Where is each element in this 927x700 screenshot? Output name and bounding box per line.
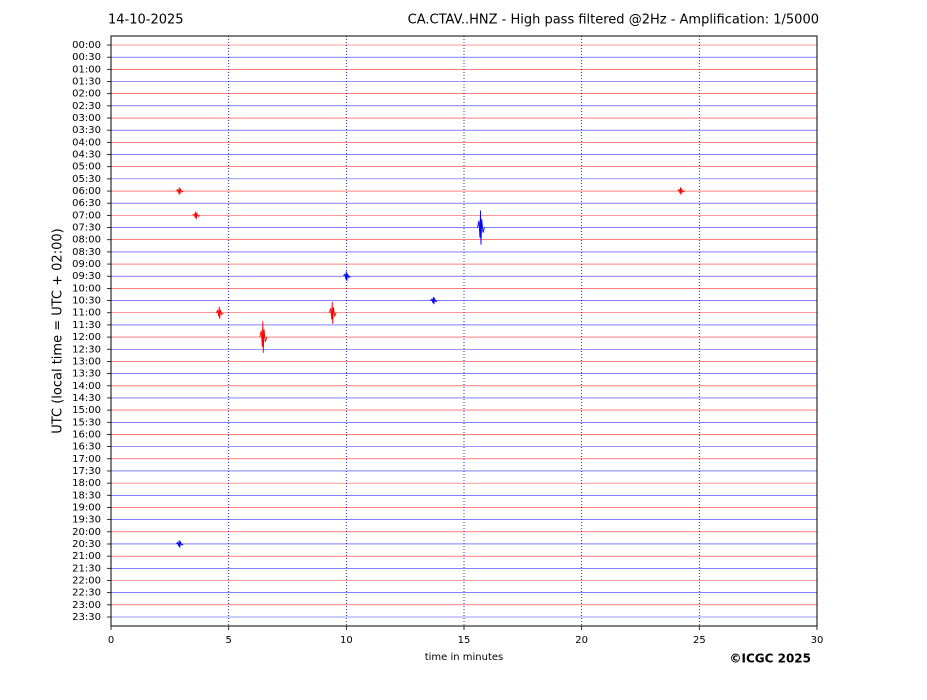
y-tick-label: 23:30: [72, 612, 101, 623]
y-tick-label: 06:30: [72, 198, 101, 209]
x-tick-label: 30: [811, 635, 824, 646]
y-tick-label: 01:30: [72, 77, 101, 88]
x-tick-label: 25: [693, 635, 706, 646]
seismic-event: [215, 306, 224, 319]
y-tick-label: 22:00: [72, 575, 101, 586]
y-tick-label: 14:30: [72, 393, 101, 404]
y-tick-label: 09:00: [72, 259, 101, 270]
x-tick-label: 15: [458, 635, 471, 646]
y-tick-label: 09:30: [72, 271, 101, 282]
y-tick-label: 19:00: [72, 502, 101, 513]
y-tick-label: 06:00: [72, 186, 101, 197]
y-tick-label: 05:00: [72, 162, 101, 173]
y-tick-label: 16:30: [72, 442, 101, 453]
y-tick-label: 17:00: [72, 454, 101, 465]
seismic-event: [192, 211, 200, 220]
y-tick-label: 19:30: [72, 515, 101, 526]
seismic-event: [328, 301, 337, 324]
x-tick-label: 0: [108, 635, 114, 646]
plot-frame: [110, 35, 818, 627]
y-tick-label: 12:00: [72, 332, 101, 343]
y-tick-label: 20:00: [72, 527, 101, 538]
x-tick-label: 10: [340, 635, 353, 646]
y-tick-label: 21:00: [72, 551, 101, 562]
y-tick-label: 23:00: [72, 600, 101, 611]
seismic-event: [477, 210, 485, 245]
y-tick-label: 00:00: [72, 40, 101, 51]
y-axis-label: UTC (local time = UTC + 02:00): [51, 228, 66, 433]
seismic-event: [342, 271, 351, 282]
y-tick-label: 12:30: [72, 344, 101, 355]
y-tick-label: 02:30: [72, 101, 101, 112]
chart-title: CA.CTAV..HNZ - High pass filtered @2Hz -…: [408, 13, 819, 28]
y-tick-label: 10:30: [72, 296, 101, 307]
y-tick-label: 13:30: [72, 369, 101, 380]
y-tick-label: 07:00: [72, 210, 101, 221]
y-tick-label: 14:00: [72, 381, 101, 392]
y-tick-label: 17:30: [72, 466, 101, 477]
y-tick-label: 03:00: [72, 113, 101, 124]
seismic-event: [430, 296, 438, 305]
x-tick-label: 5: [225, 635, 231, 646]
y-tick-label: 16:00: [72, 429, 101, 440]
y-tick-label: 07:30: [72, 223, 101, 234]
seismic-event: [259, 321, 268, 353]
y-tick-label: 13:00: [72, 356, 101, 367]
y-tick-label: 10:00: [72, 283, 101, 294]
y-tick-label: 02:00: [72, 89, 101, 100]
y-tick-label: 11:00: [72, 308, 101, 319]
copyright: ©ICGC 2025: [729, 652, 811, 666]
y-tick-label: 20:30: [72, 539, 101, 550]
x-axis-label: time in minutes: [425, 652, 504, 663]
y-tick-label: 04:00: [72, 137, 101, 148]
seismic-event: [175, 540, 184, 548]
y-tick-label: 15:30: [72, 417, 101, 428]
y-tick-label: 18:00: [72, 478, 101, 489]
y-tick-label: 15:00: [72, 405, 101, 416]
x-tick-label: 20: [575, 635, 588, 646]
y-tick-label: 21:30: [72, 563, 101, 574]
y-tick-label: 05:30: [72, 174, 101, 185]
seismic-event: [677, 187, 685, 195]
y-tick-label: 03:30: [72, 125, 101, 136]
y-tick-label: 08:30: [72, 247, 101, 258]
y-tick-label: 04:30: [72, 150, 101, 161]
seismic-event: [175, 187, 184, 195]
y-tick-label: 00:30: [72, 52, 101, 63]
y-tick-label: 11:30: [72, 320, 101, 331]
y-tick-label: 18:30: [72, 490, 101, 501]
date: 14-10-2025: [108, 13, 184, 28]
y-tick-label: 01:00: [72, 64, 101, 75]
y-tick-label: 22:30: [72, 588, 101, 599]
y-tick-label: 08:00: [72, 235, 101, 246]
